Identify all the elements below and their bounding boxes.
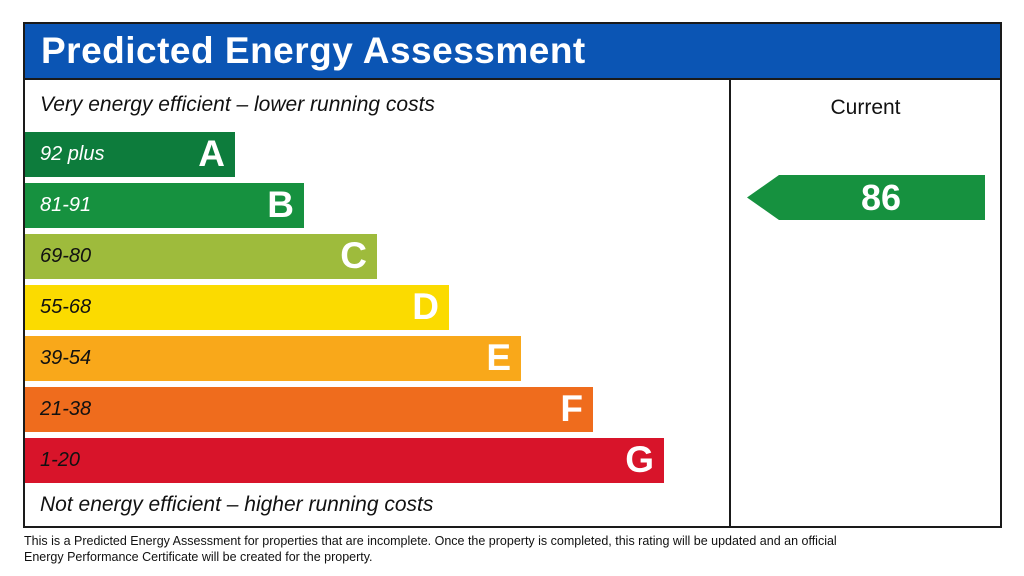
current-rating-arrow: 86 [747, 175, 985, 220]
band-d: 55-68 D [25, 285, 449, 330]
band-range-label: 81-91 [40, 194, 92, 216]
efficient-note: Very energy efficient – lower running co… [40, 93, 435, 116]
band-range-label: 21-38 [40, 398, 92, 420]
band-a: 92 plus A [25, 132, 235, 177]
current-rating-value: 86 [860, 177, 902, 218]
chart-title: Predicted Energy Assessment [41, 30, 586, 71]
band-letter: A [198, 133, 225, 174]
energy-assessment-chart: Predicted Energy Assessment Very energy … [23, 22, 1002, 528]
band-range-label: 92 plus [40, 143, 105, 165]
inefficient-note: Not energy efficient – higher running co… [40, 493, 434, 516]
band-letter: E [486, 337, 511, 378]
band-range-label: 69-80 [40, 245, 92, 267]
band-letter: G [625, 439, 654, 480]
band-range-label: 39-54 [40, 347, 92, 369]
header-bar: Predicted Energy Assessment [25, 24, 1000, 80]
band-range-label: 1-20 [40, 449, 81, 471]
band-letter: F [560, 388, 583, 429]
band-b: 81-91 B [25, 183, 304, 228]
band-letter: C [340, 235, 367, 276]
footnote-text: This is a Predicted Energy Assessment fo… [24, 534, 837, 564]
current-column-header: Current [830, 96, 901, 119]
band-e: 39-54 E [25, 336, 521, 381]
band-range-label: 55-68 [40, 296, 92, 318]
current-arrow-shape [747, 175, 985, 220]
column-divider [729, 80, 731, 526]
band-g: 1-20 G [25, 438, 664, 483]
band-c: 69-80 C [25, 234, 377, 279]
band-f: 21-38 F [25, 387, 593, 432]
band-letter: B [267, 184, 294, 225]
band-letter: D [412, 286, 439, 327]
